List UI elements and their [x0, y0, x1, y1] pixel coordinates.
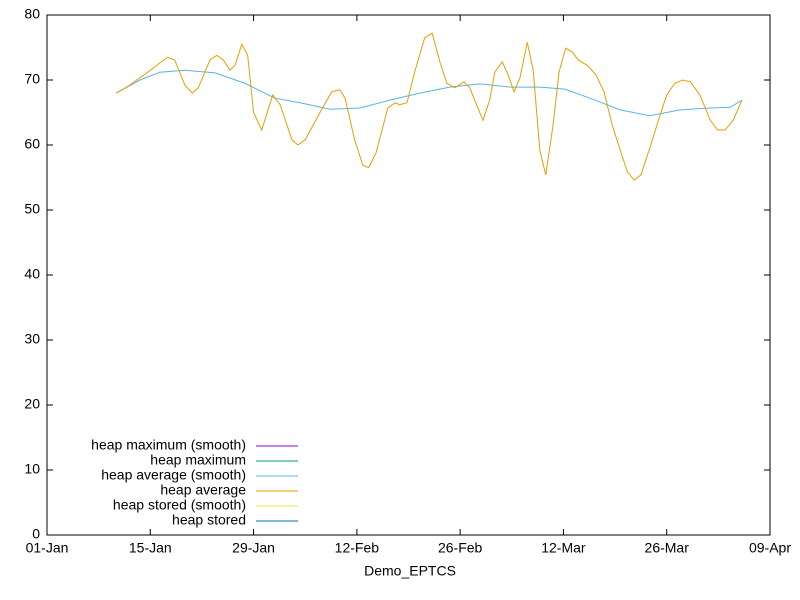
x-tick-label: 12-Mar [541, 540, 586, 556]
y-tick-label: 0 [32, 526, 40, 542]
legend-label: heap average (smooth) [101, 467, 246, 483]
legend-label: heap average [160, 482, 246, 498]
x-tick-label: 26-Mar [645, 540, 690, 556]
y-tick-label: 20 [24, 396, 40, 412]
x-tick-label: 15-Jan [129, 540, 172, 556]
x-axis-label: Demo_EPTCS [364, 563, 456, 579]
y-tick-label: 10 [24, 461, 40, 477]
series-line [116, 32, 743, 181]
y-tick-label: 50 [24, 201, 40, 217]
y-tick-label: 30 [24, 331, 40, 347]
legend-label: heap stored [172, 512, 246, 528]
y-tick-label: 80 [24, 6, 40, 22]
y-tick-label: 40 [24, 266, 40, 282]
y-tick-label: 70 [24, 71, 40, 87]
y-tick-label: 60 [24, 136, 40, 152]
legend-label: heap maximum (smooth) [91, 437, 246, 453]
x-tick-label: 01-Jan [26, 540, 69, 556]
x-tick-label: 09-Apr [749, 540, 791, 556]
legend-label: heap stored (smooth) [113, 497, 246, 513]
x-tick-label: 29-Jan [232, 540, 275, 556]
series-line [116, 69, 743, 117]
x-tick-label: 26-Feb [438, 540, 483, 556]
legend-label: heap maximum [150, 452, 246, 468]
x-tick-label: 12-Feb [335, 540, 380, 556]
